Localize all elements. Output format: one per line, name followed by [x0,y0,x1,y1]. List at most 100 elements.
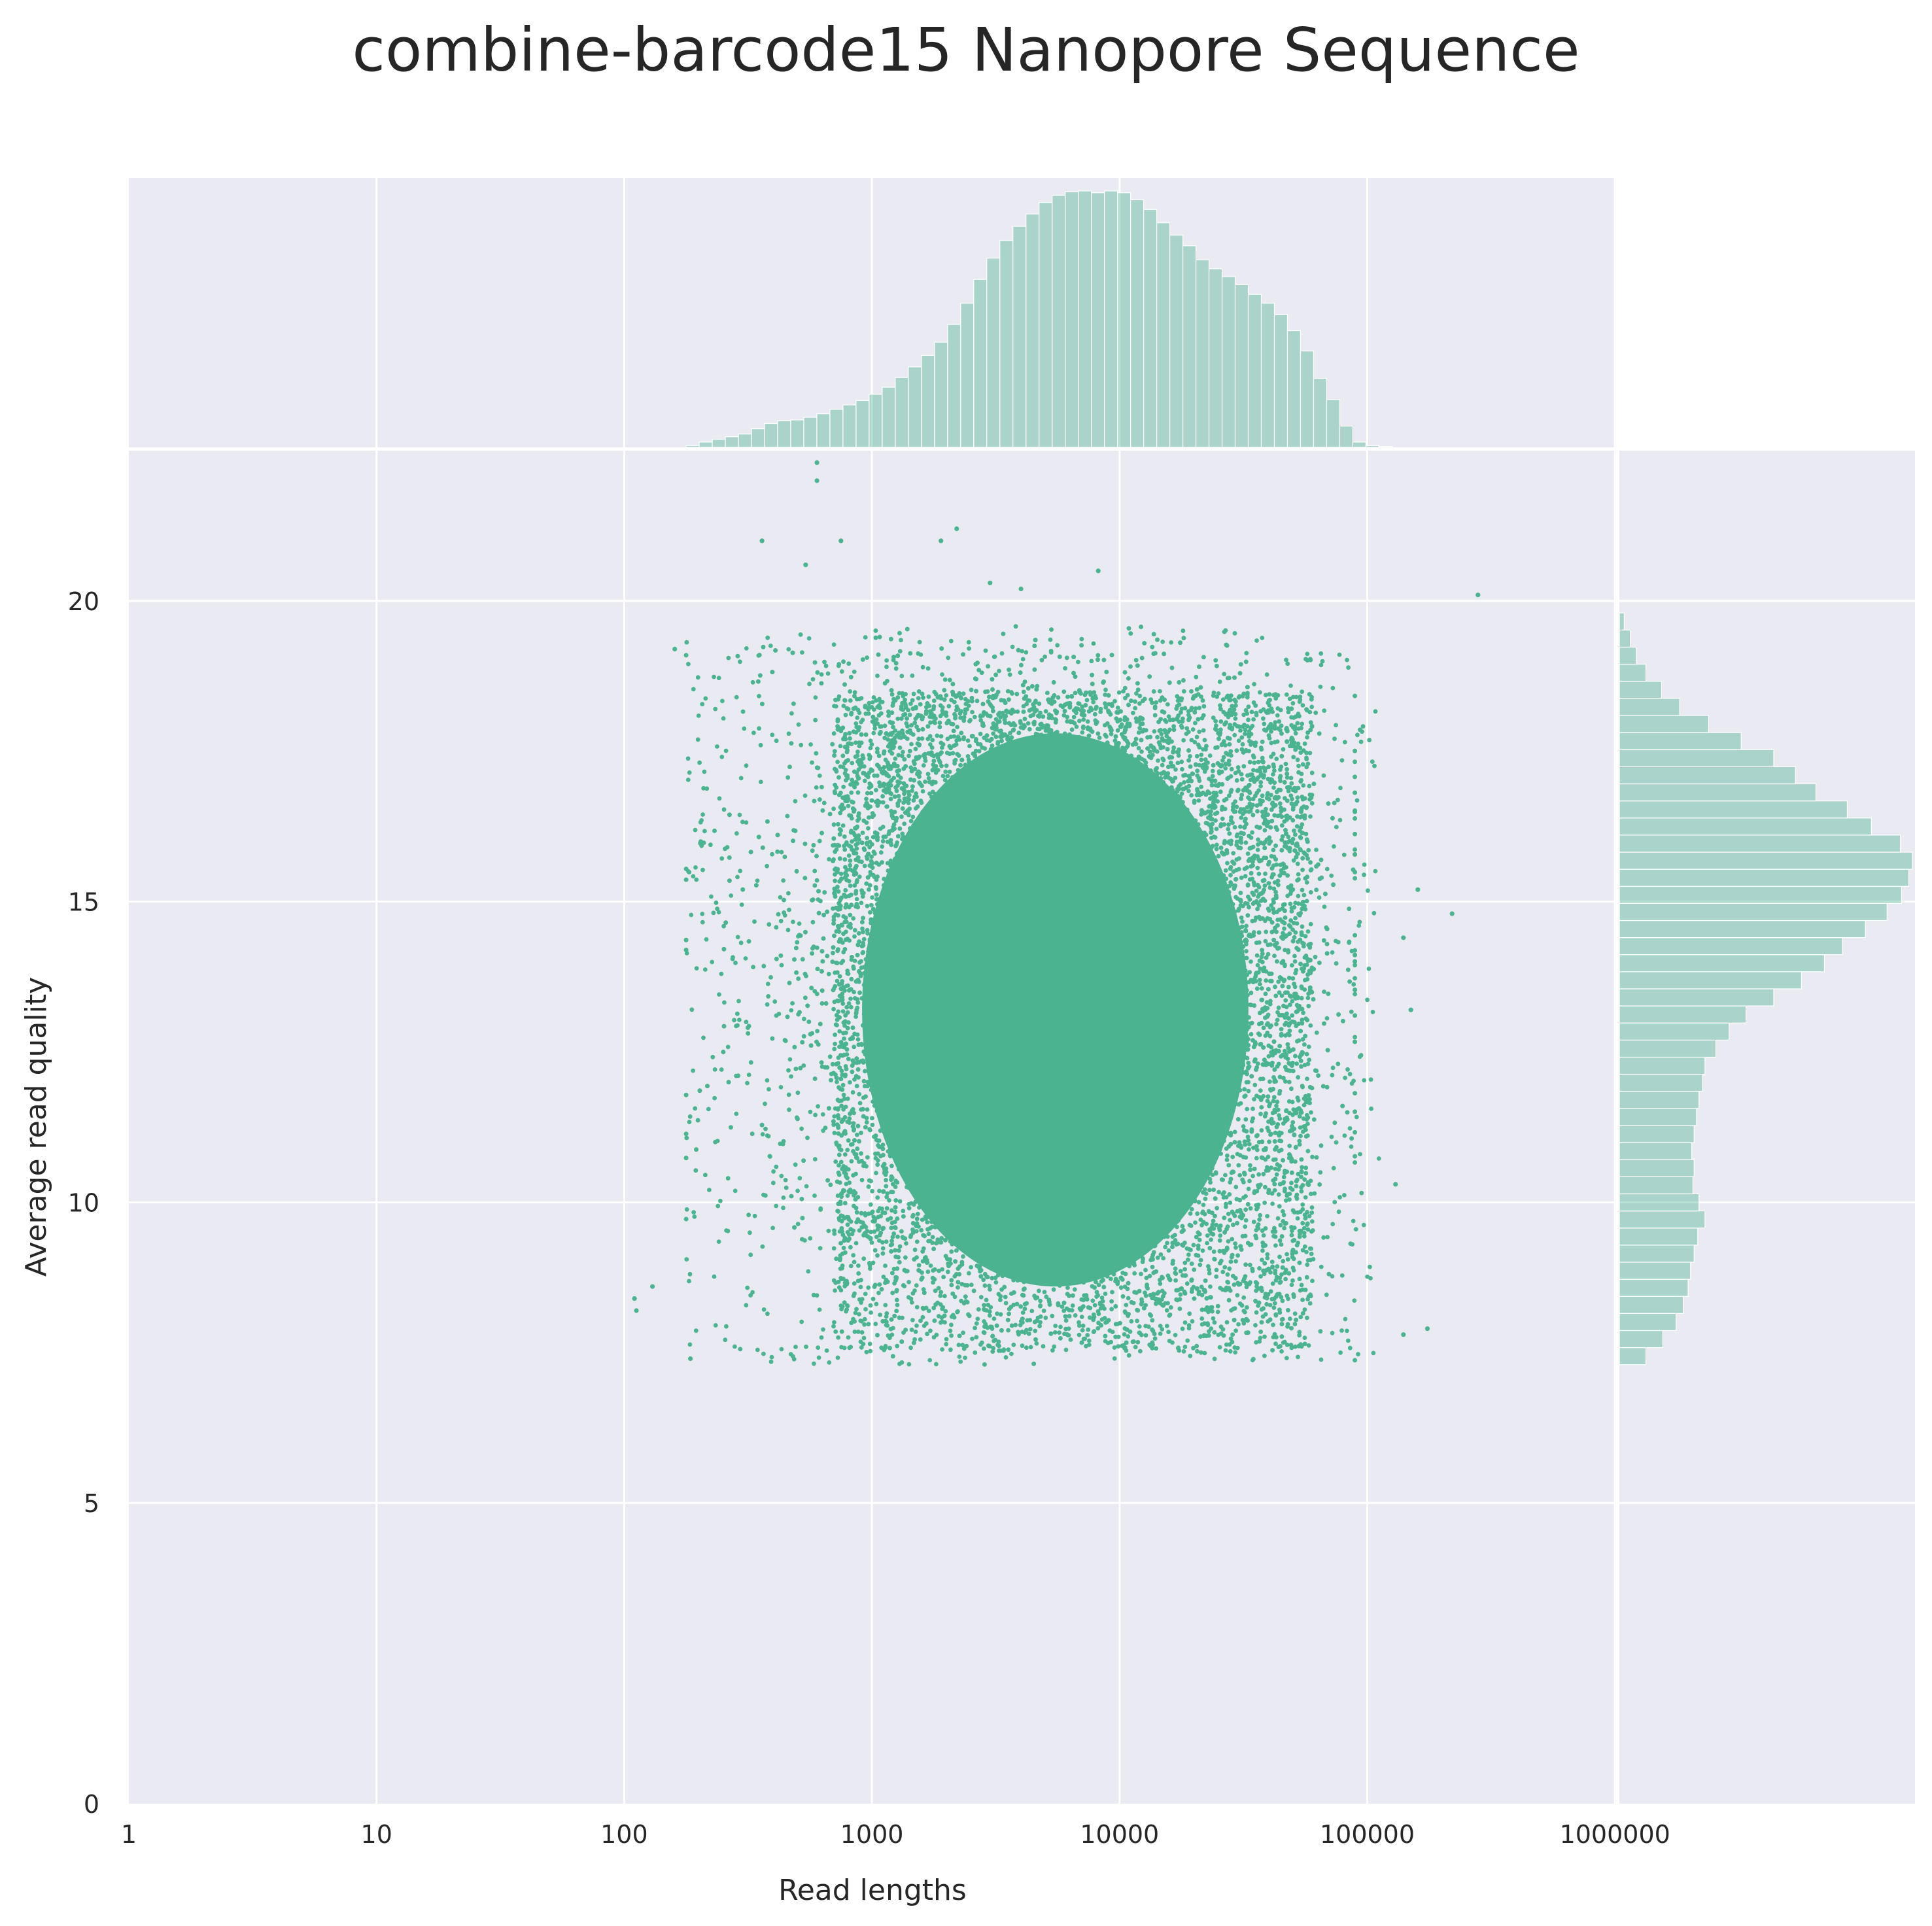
scatter-point [888,797,893,802]
scatter-point [944,710,948,715]
scatter-point [870,895,874,900]
scatter-point [1275,1018,1280,1022]
scatter-point [1283,761,1288,766]
scatter-point [858,1284,863,1290]
scatter-point [1236,1163,1241,1168]
scatter-point [1305,995,1311,1001]
scatter-point [832,1131,837,1135]
scatter-point [865,927,870,933]
scatter-point [912,1337,917,1342]
scatter-point [1277,1238,1283,1243]
scatter-point [933,720,937,725]
scatter-point [945,1269,950,1275]
scatter-point [1261,1243,1266,1248]
scatter-point [1295,1216,1300,1221]
histogram-bar [1130,199,1145,448]
histogram-bar [816,413,831,448]
scatter-point [1217,1238,1222,1243]
scatter-point [1272,768,1277,773]
scatter-point [1250,1268,1255,1273]
scatter-point [1178,1292,1183,1297]
scatter-point [1225,1272,1230,1277]
scatter-point [952,761,957,766]
scatter-point [880,1240,885,1245]
scatter-point [961,715,967,720]
scatter-point [1248,1163,1252,1168]
scatter-point [1200,1211,1205,1216]
scatter-point [856,811,861,816]
scatter-point [992,1316,997,1321]
scatter-point [1283,990,1288,995]
scatter-point [872,1229,877,1234]
scatter-point [1258,690,1262,695]
scatter-point [1242,1087,1247,1092]
scatter-point [987,1313,992,1318]
scatter-point [1292,935,1297,940]
scatter-point [918,1318,923,1323]
scatter-point [875,1195,880,1200]
histogram-bar [1619,732,1742,750]
scatter-point [1220,816,1225,821]
scatter-point [884,1239,889,1244]
histogram-bar [738,434,752,448]
scatter-point [1281,747,1286,752]
scatter-point [974,1321,979,1326]
scatter-point [1228,1218,1232,1222]
scatter-point [916,689,922,694]
scatter-point [998,1312,1003,1317]
scatter-point [908,765,913,770]
scatter-point [926,694,931,699]
scatter-point [1300,1248,1305,1252]
scatter-point [1196,1199,1201,1205]
scatter-point [1087,1315,1092,1320]
histogram-bar [1619,1074,1703,1092]
scatter-point [1293,1159,1298,1164]
scatter-point [975,1316,980,1321]
scatter-point [1241,1124,1246,1129]
scatter-point [1297,1142,1302,1147]
scatter-point [1137,1324,1142,1329]
scatter-point [965,707,969,712]
scatter-point [1300,1298,1305,1302]
scatter-point [1105,721,1110,726]
scatter-point [1307,1301,1313,1306]
scatter-point [1061,689,1067,695]
scatter-point [1297,1333,1302,1338]
histogram-bar [934,341,948,448]
scatter-point [1229,787,1234,793]
scatter-point [831,1246,837,1251]
scatter-point [1297,699,1302,704]
scatter-point [843,768,848,772]
scatter-point [879,1345,884,1350]
scatter-point [1309,1219,1315,1224]
scatter-point [1290,976,1296,981]
scatter-point [848,736,852,741]
histogram-bar [1313,377,1328,448]
scatter-point [1307,792,1313,797]
scatter-point [945,774,950,779]
scatter-point [870,1188,874,1194]
scatter-point [1143,1267,1148,1273]
scatter-point [953,757,958,763]
scatter-point [1239,747,1245,752]
scatter-point [1293,1054,1298,1059]
scatter-point [869,1230,873,1235]
scatter-point [836,1061,840,1066]
scatter-point [1160,1327,1165,1332]
scatter-point [969,695,975,700]
scatter-point [1073,1313,1078,1318]
scatter-point [841,1245,846,1250]
scatter-point [859,859,864,865]
scatter-point [1109,1277,1113,1281]
scatter-point [1243,727,1248,732]
scatter-point [1295,1008,1300,1014]
scatter-point [1267,1139,1271,1144]
histogram-bar [1208,268,1223,448]
histogram-bar [1182,245,1197,448]
scatter-point [869,903,874,908]
scatter-point [1222,1265,1228,1269]
scatter-point [1258,840,1264,846]
scatter-point [1295,878,1300,883]
scatter-point [1230,1154,1235,1160]
scatter-point [968,717,973,723]
